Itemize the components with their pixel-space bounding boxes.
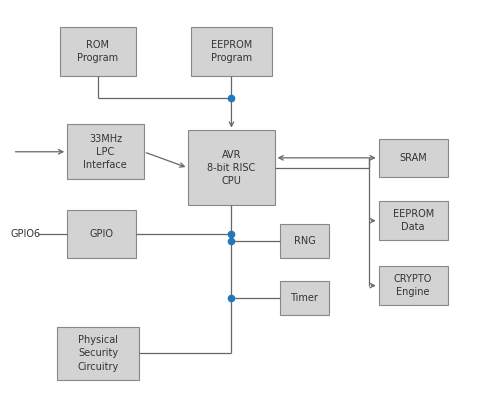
Text: EEPROM
Data: EEPROM Data <box>392 209 434 232</box>
FancyBboxPatch shape <box>67 210 136 258</box>
FancyBboxPatch shape <box>190 27 272 76</box>
Text: ROM
Program: ROM Program <box>78 40 118 63</box>
FancyBboxPatch shape <box>67 125 144 179</box>
Text: 33MHz
LPC
Interface: 33MHz LPC Interface <box>84 134 127 170</box>
Text: AVR
8-bit RISC
CPU: AVR 8-bit RISC CPU <box>208 150 256 186</box>
Text: EEPROM
Program: EEPROM Program <box>211 40 252 63</box>
Text: Timer: Timer <box>290 293 318 303</box>
FancyBboxPatch shape <box>57 327 139 380</box>
Text: GPIO6: GPIO6 <box>10 229 40 239</box>
FancyBboxPatch shape <box>378 139 448 177</box>
FancyBboxPatch shape <box>378 266 448 305</box>
Text: CRYPTO
Engine: CRYPTO Engine <box>394 274 432 297</box>
Text: SRAM: SRAM <box>400 153 427 163</box>
FancyBboxPatch shape <box>60 27 136 76</box>
Text: RNG: RNG <box>294 236 316 246</box>
FancyBboxPatch shape <box>280 280 329 315</box>
Text: Physical
Security
Circuitry: Physical Security Circuitry <box>78 335 118 372</box>
FancyBboxPatch shape <box>280 224 329 258</box>
FancyBboxPatch shape <box>188 131 274 206</box>
Text: GPIO: GPIO <box>90 229 114 239</box>
FancyBboxPatch shape <box>378 201 448 240</box>
